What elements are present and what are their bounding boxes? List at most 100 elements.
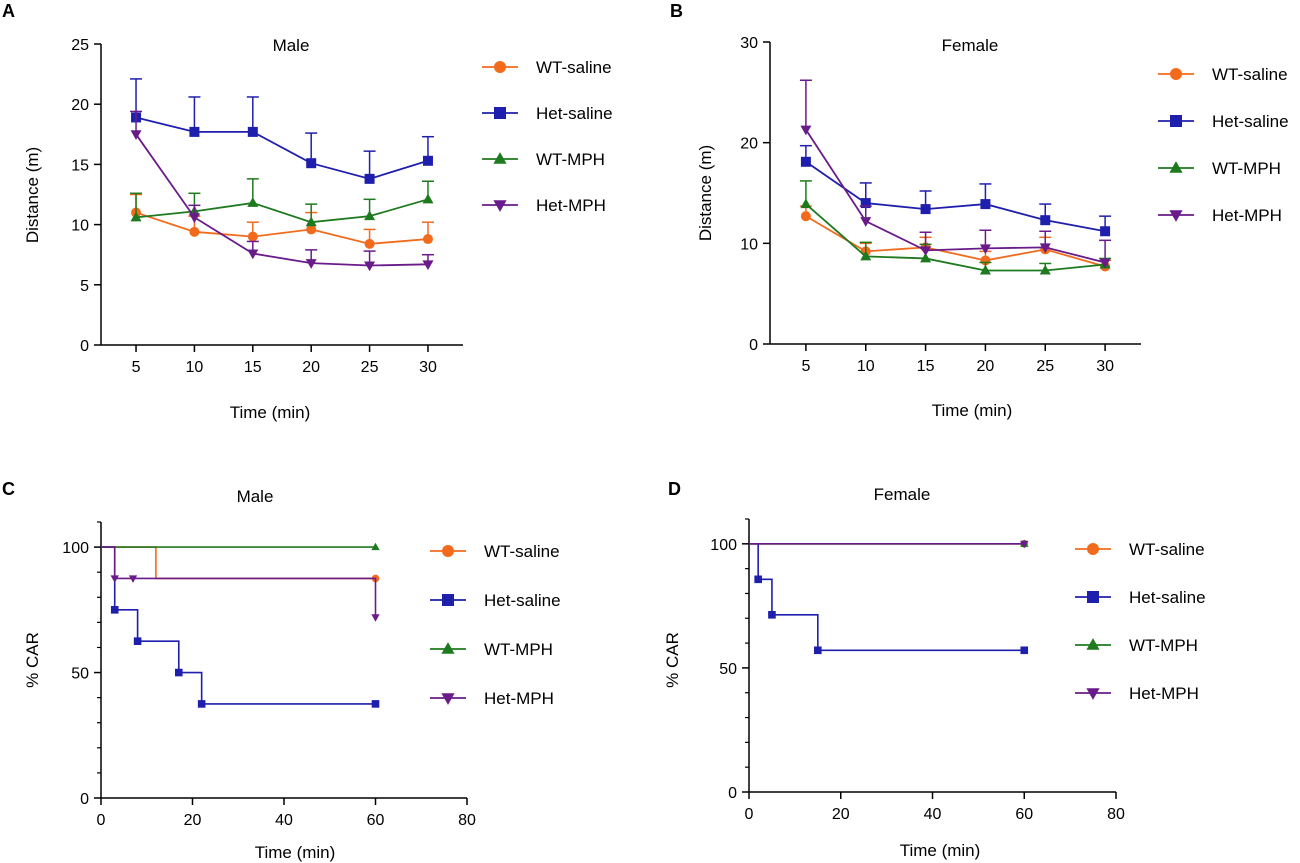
panel-d-xtick-label-0: 0 bbox=[745, 806, 754, 823]
panel-c-wt-saline-step bbox=[101, 546, 376, 580]
panel-a-series-wt-mph bbox=[130, 178, 434, 227]
panel-a-ytick-label-0: 0 bbox=[80, 338, 89, 355]
panel-a-legend-het-mph: Het-MPH bbox=[482, 196, 606, 215]
panel-c-legend-het-mph: Het-MPH bbox=[430, 689, 554, 708]
panel-b-xtick-label-30: 30 bbox=[1096, 358, 1114, 375]
panel-c-legend-wt-saline: WT-saline bbox=[430, 542, 560, 561]
panel-a-legend-het-saline-label: Het-saline bbox=[536, 104, 613, 123]
panel-letter-b: B bbox=[670, 1, 683, 21]
panel-a-legend-wt-saline-marker bbox=[494, 61, 506, 73]
panel-d-het-saline-mark-3 bbox=[1020, 646, 1029, 655]
panel-a-legend: WT-saline Het-saline WT-MPH Het-MPH bbox=[482, 58, 613, 215]
panel-a-het-saline-point-25 bbox=[364, 173, 375, 184]
panel-d-title: Female bbox=[874, 485, 931, 504]
panel-c-het-saline-mark-4 bbox=[371, 700, 380, 708]
panel-c-legend-wt-mph: WT-MPH bbox=[430, 640, 553, 659]
panel-a-ytick-label-25: 25 bbox=[71, 37, 89, 54]
panel-a-ylabel: Distance (m) bbox=[23, 147, 42, 243]
panel-c-legend-het-saline: Het-saline bbox=[430, 591, 561, 610]
panel-c-xtick-label-0: 0 bbox=[97, 812, 106, 829]
panel-a-legend-het-saline: Het-saline bbox=[482, 104, 613, 123]
panel-a-het-mph-point-20 bbox=[305, 259, 317, 269]
panel-c-ytick-label-0: 0 bbox=[80, 791, 89, 808]
panel-b-het-mph-point-20 bbox=[979, 244, 991, 255]
panel-a-wt-saline-point-10 bbox=[189, 226, 200, 237]
panel-d-xtick-label-60: 60 bbox=[1015, 806, 1033, 823]
panel-a-het-saline-point-15 bbox=[247, 126, 258, 137]
panel-c-xtick-label-40: 40 bbox=[275, 812, 293, 829]
panel-b-het-saline-point-15 bbox=[920, 204, 931, 215]
panel-a-legend-wt-saline: WT-saline bbox=[482, 58, 612, 77]
panel-a-het-mph-point-15 bbox=[247, 249, 259, 260]
panel-d-legend-het-saline-marker bbox=[1087, 591, 1099, 603]
panel-c-ytick-label-100: 100 bbox=[62, 540, 89, 557]
panel-a-xtick-label-10: 10 bbox=[186, 359, 204, 376]
panel-d-series-het-saline bbox=[749, 543, 1029, 655]
panel-b-wt-saline-line bbox=[805, 215, 1106, 268]
panel-b-het-mph-point-5 bbox=[800, 125, 812, 136]
panel-a-wt-mph-point-30 bbox=[422, 193, 434, 204]
panel-letter-c: C bbox=[2, 479, 15, 499]
panel-c-wt-mph-mark-0 bbox=[371, 542, 380, 551]
panel-d-ytick-label-0: 0 bbox=[728, 785, 737, 802]
panel-c-series-het-saline bbox=[101, 546, 380, 708]
panel-b-wt-saline-point-5 bbox=[800, 211, 811, 222]
panel-a-legend-het-mph-marker bbox=[493, 200, 507, 212]
panel-b-ytick-label-0: 0 bbox=[749, 337, 758, 354]
panel-b-xtick-label-20: 20 bbox=[977, 358, 995, 375]
panel-a: A Male Time (min) Distance (m) 0 5 10 15 20 2… bbox=[2, 1, 613, 422]
panel-a-het-saline-point-20 bbox=[306, 158, 317, 169]
panel-d-het-saline-step bbox=[749, 543, 1025, 652]
panel-c-legend-wt-saline-label: WT-saline bbox=[484, 542, 560, 561]
panel-d-legend-het-mph-marker bbox=[1086, 688, 1100, 700]
panel-d-legend-wt-saline: WT-saline bbox=[1075, 540, 1205, 559]
panel-a-het-mph-point-30 bbox=[422, 260, 434, 271]
panel-a-het-saline-point-10 bbox=[189, 126, 200, 137]
panel-a-ytick-label-20: 20 bbox=[71, 97, 89, 114]
panel-b-xtick-label-15: 15 bbox=[917, 358, 935, 375]
panel-b-legend-wt-mph: WT-MPH bbox=[1158, 159, 1281, 178]
panel-d-xtick-label-20: 20 bbox=[832, 806, 850, 823]
panel-b-wt-mph-point-25 bbox=[1039, 264, 1051, 275]
panel-a-wt-mph-point-20 bbox=[305, 216, 317, 227]
panel-a-xtick-label-5: 5 bbox=[132, 359, 141, 376]
panel-a-wt-mph-point-25 bbox=[364, 210, 376, 221]
panel-d-legend-wt-mph-label: WT-MPH bbox=[1129, 636, 1198, 655]
panel-a-het-mph-line bbox=[135, 133, 428, 267]
panel-d-legend-wt-saline-label: WT-saline bbox=[1129, 540, 1205, 559]
panel-c-legend-wt-saline-marker bbox=[442, 545, 454, 557]
panel-d-series-het-mph bbox=[749, 540, 1029, 549]
panel-b-series-het-mph bbox=[799, 79, 1112, 269]
panel-c-series-het-mph bbox=[101, 546, 380, 622]
panel-b-xtick-label-25: 25 bbox=[1036, 358, 1054, 375]
panel-b-plot bbox=[799, 79, 1112, 275]
panel-b-legend-wt-saline: WT-saline bbox=[1158, 65, 1288, 84]
panel-b-ytick-label-10: 10 bbox=[740, 236, 758, 253]
panel-a-legend-wt-saline-label: WT-saline bbox=[536, 58, 612, 77]
panel-c-xlabel: Time (min) bbox=[255, 843, 336, 862]
panel-c-het-saline-mark-2 bbox=[174, 668, 183, 677]
panel-d-xlabel: Time (min) bbox=[900, 841, 981, 860]
panel-c-het-mph-step bbox=[101, 546, 377, 618]
panel-b-legend-het-saline: Het-saline bbox=[1158, 112, 1289, 131]
panel-b-het-saline-point-5 bbox=[800, 156, 811, 167]
panel-c-legend-wt-mph-marker bbox=[441, 642, 455, 654]
panel-a-series-het-mph bbox=[130, 110, 434, 272]
panel-d-xtick-label-40: 40 bbox=[924, 806, 942, 823]
panel-letter-a: A bbox=[2, 1, 15, 21]
panel-c-het-mph-mark-2 bbox=[371, 614, 380, 622]
panel-d-legend-het-mph: Het-MPH bbox=[1075, 684, 1199, 703]
panel-b-het-mph-point-30 bbox=[1099, 258, 1111, 269]
panel-b-legend-wt-saline-marker bbox=[1170, 68, 1182, 80]
panel-b-ylabel: Distance (m) bbox=[696, 145, 715, 241]
panel-d-het-saline-mark-2 bbox=[814, 646, 822, 655]
panel-d: D Female Time (min) % CAR 0 50 100 0 20 40 60 8… bbox=[663, 479, 1206, 860]
panel-c-xtick-label-80: 80 bbox=[458, 812, 476, 829]
panel-a-wt-mph-point-5 bbox=[130, 211, 142, 222]
panel-a-wt-saline-point-25 bbox=[364, 238, 375, 249]
panel-d-ytick-label-50: 50 bbox=[719, 661, 737, 678]
panel-b-axes: 0 10 20 30 5 10 15 20 25 30 bbox=[740, 35, 1141, 375]
panel-d-legend: WT-saline Het-saline WT-MPH Het-MPH bbox=[1075, 540, 1206, 703]
